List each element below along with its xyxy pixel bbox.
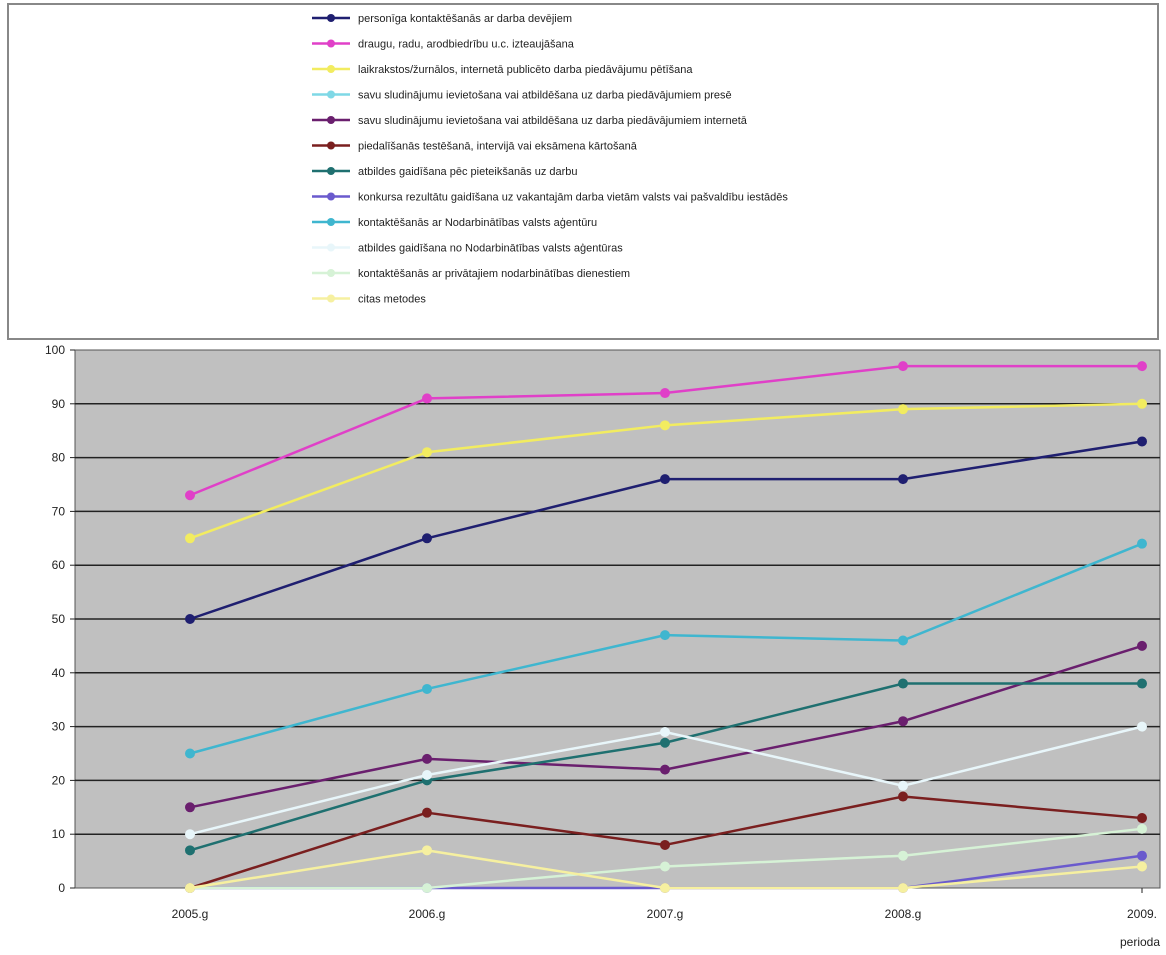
legend-label: savu sludinājumu ievietošana vai atbildē…	[358, 115, 748, 127]
legend-label: piedalīšanās testēšanā, intervijā vai ek…	[358, 141, 638, 153]
y-tick-label: 70	[52, 504, 66, 518]
legend-label: citas metodes	[358, 294, 426, 306]
legend-label: atbildes gaidīšana pēc pieteikšanās uz d…	[358, 166, 578, 178]
data-point	[422, 770, 432, 781]
y-tick-label: 90	[52, 397, 66, 411]
data-point	[660, 737, 670, 748]
data-point	[422, 807, 432, 818]
legend-swatch-marker	[327, 141, 335, 150]
legend-swatch-marker	[327, 65, 335, 73]
data-point	[185, 533, 195, 544]
data-point	[185, 490, 195, 501]
legend-swatch-marker	[327, 39, 335, 48]
legend-swatch-marker	[327, 294, 335, 303]
data-point	[660, 474, 670, 485]
data-point	[660, 388, 670, 399]
data-point	[185, 829, 195, 840]
x-axis: 2005.g 2006.g 2007.g 2008.g 2009.	[172, 888, 1157, 921]
data-point	[898, 404, 908, 415]
x-tick-label: 2006.g	[409, 907, 446, 921]
legend-label: kontaktēšanās ar privātajiem nodarbinātī…	[358, 268, 630, 280]
data-point	[185, 614, 195, 624]
y-tick-label: 60	[52, 558, 66, 572]
y-tick-label: 100	[45, 343, 65, 357]
data-point	[1137, 398, 1147, 409]
data-point	[898, 474, 908, 485]
legend-swatch-marker	[327, 243, 335, 252]
x-tick-label: 2005.g	[172, 907, 209, 921]
data-point	[898, 716, 908, 727]
y-tick-label: 10	[52, 827, 66, 841]
legend-swatch-marker	[327, 90, 335, 99]
data-point	[660, 630, 670, 641]
data-point	[1137, 538, 1147, 549]
legend-box	[7, 3, 1159, 340]
x-tick-label: 2009.	[1127, 907, 1157, 921]
data-point	[1137, 861, 1147, 872]
data-point	[660, 861, 670, 872]
data-point	[185, 845, 195, 856]
y-tick-label: 40	[52, 666, 66, 680]
data-point	[660, 764, 670, 775]
legend-label: draugu, radu, arodbiedrību u.c. izteaujā…	[358, 39, 575, 51]
data-point	[1137, 640, 1147, 651]
x-tick-label: 2008.g	[885, 907, 922, 921]
data-point	[898, 678, 908, 689]
data-point	[660, 420, 670, 431]
legend-swatch-marker	[327, 269, 335, 277]
data-point	[898, 361, 908, 372]
data-point	[422, 533, 432, 544]
data-point	[422, 393, 432, 404]
legend-swatch-marker	[327, 218, 335, 226]
data-point	[898, 883, 908, 893]
data-point	[660, 839, 670, 850]
legend-label: kontaktēšanās ar Nodarbinātības valsts a…	[358, 216, 597, 229]
data-point	[898, 850, 908, 861]
legend-label: konkursa rezultātu gaidīšana uz vakantaj…	[358, 192, 788, 204]
data-point	[660, 726, 670, 737]
legend-label: savu sludinājumu ievietošana vai atbildē…	[358, 90, 732, 102]
data-point	[1137, 361, 1147, 372]
data-point	[1137, 813, 1147, 824]
data-point	[422, 883, 432, 893]
y-axis: 0 10 20 30 40 50 60 70 80 90 100	[45, 343, 75, 895]
data-point	[1137, 721, 1147, 732]
series-layer	[185, 361, 1147, 893]
y-tick-label: 20	[52, 773, 66, 787]
data-point	[898, 780, 908, 791]
legend-label: personīga kontaktēšanās ar darba devējie…	[358, 13, 572, 25]
data-point	[898, 791, 908, 802]
y-tick-label: 0	[58, 881, 65, 895]
y-tick-label: 30	[52, 720, 66, 734]
x-tick-label: 2007.g	[647, 907, 684, 921]
legend-swatch-marker	[327, 14, 335, 22]
legend-swatch-marker	[327, 167, 335, 175]
data-point	[185, 748, 195, 759]
legend: personīga kontaktēšanās ar darba devējie…	[312, 13, 788, 306]
data-point	[422, 845, 432, 856]
legend-label: laikrakstos/žurnālos, internetā publicēt…	[358, 64, 693, 76]
legend-swatch-marker	[327, 116, 335, 124]
data-point	[422, 683, 432, 694]
y-tick-label: 50	[52, 612, 66, 626]
data-point	[1137, 850, 1147, 861]
data-point	[1137, 678, 1147, 689]
data-point	[185, 883, 195, 893]
data-point	[898, 635, 908, 646]
data-point	[422, 447, 432, 458]
data-point	[660, 883, 670, 893]
data-point	[422, 753, 432, 764]
corner-note: perioda	[1120, 935, 1160, 949]
legend-swatch-marker	[327, 192, 335, 201]
data-point	[1137, 823, 1147, 834]
data-point	[1137, 436, 1147, 447]
legend-label: atbildes gaidīšana no Nodarbinātības val…	[358, 242, 623, 255]
data-point	[185, 802, 195, 813]
gridlines	[75, 403, 1160, 835]
y-tick-label: 80	[52, 451, 66, 465]
